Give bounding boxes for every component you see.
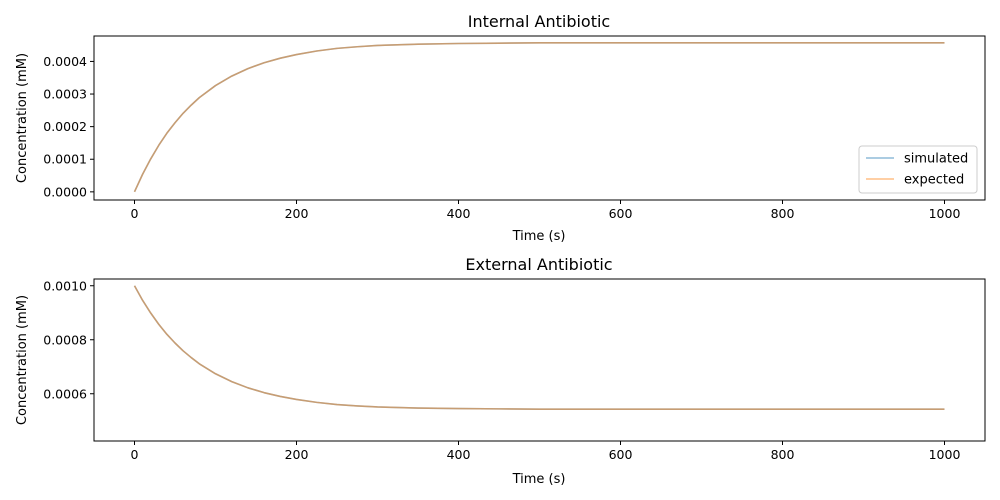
x-tick-label: 200 — [285, 447, 309, 462]
internal-antibiotic-panel: Internal Antibiotic 0 200 400 600 800 1000 0.… — [15, 12, 986, 244]
x-tick-label: 1000 — [929, 206, 961, 221]
y-tick-label: 0.0003 — [43, 87, 87, 102]
series-line-expected — [133, 285, 945, 410]
x-axis-label: Time (s) — [512, 472, 566, 487]
plot-lines — [133, 42, 945, 193]
y-tick-label: 0.0002 — [43, 119, 87, 134]
x-tick-label: 200 — [285, 206, 309, 221]
plot-frame — [93, 278, 986, 442]
chart-title: Internal Antibiotic — [468, 12, 610, 31]
x-tick-label: 400 — [447, 206, 471, 221]
legend: simulated expected — [858, 145, 978, 194]
x-tick-label: 600 — [609, 447, 633, 462]
y-ticks: 0.0000 0.0001 0.0002 0.0003 0.0004 — [43, 54, 94, 199]
series-line-expected — [133, 42, 945, 193]
chart-title: External Antibiotic — [465, 255, 612, 274]
y-ticks: 0.0006 0.0008 0.0010 — [43, 278, 94, 401]
x-tick-label: 800 — [771, 447, 795, 462]
plot-lines — [133, 285, 945, 410]
y-tick-label: 0.0006 — [43, 386, 87, 401]
x-tick-label: 0 — [131, 206, 139, 221]
y-tick-label: 0.0010 — [43, 278, 87, 293]
y-tick-label: 0.0001 — [43, 152, 87, 167]
y-axis-label: Concentration (mM) — [15, 53, 30, 183]
x-tick-label: 1000 — [929, 447, 961, 462]
x-tick-label: 400 — [447, 447, 471, 462]
x-tick-label: 0 — [131, 447, 139, 462]
legend-label-simulated: simulated — [904, 152, 968, 167]
plot-frame — [93, 35, 986, 201]
y-axis-label: Concentration (mM) — [15, 295, 30, 425]
legend-label-expected: expected — [904, 173, 964, 188]
x-tick-label: 600 — [609, 206, 633, 221]
y-tick-label: 0.0004 — [43, 54, 87, 69]
x-axis-label: Time (s) — [512, 229, 566, 244]
x-ticks: 0 200 400 600 800 1000 — [131, 441, 961, 462]
x-tick-label: 800 — [771, 206, 795, 221]
x-ticks: 0 200 400 600 800 1000 — [131, 200, 961, 221]
y-tick-label: 0.0008 — [43, 332, 87, 347]
y-tick-label: 0.0000 — [43, 184, 87, 199]
external-antibiotic-panel: External Antibiotic 0 200 400 600 800 1000 0.… — [15, 255, 986, 487]
